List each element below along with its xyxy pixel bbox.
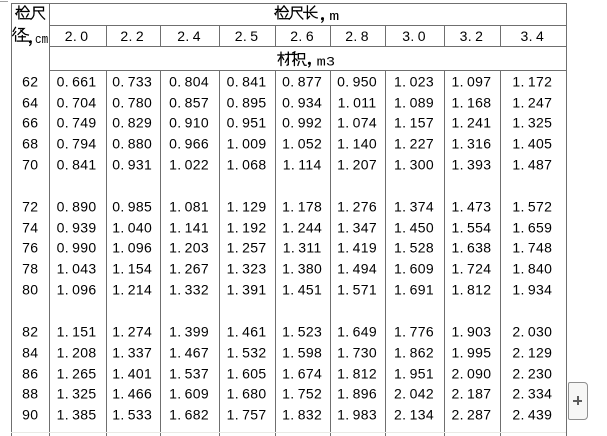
svg-text:m3: m3 <box>316 55 334 69</box>
svg-text:cm: cm <box>35 32 48 46</box>
svg-text:m: m <box>329 10 339 24</box>
